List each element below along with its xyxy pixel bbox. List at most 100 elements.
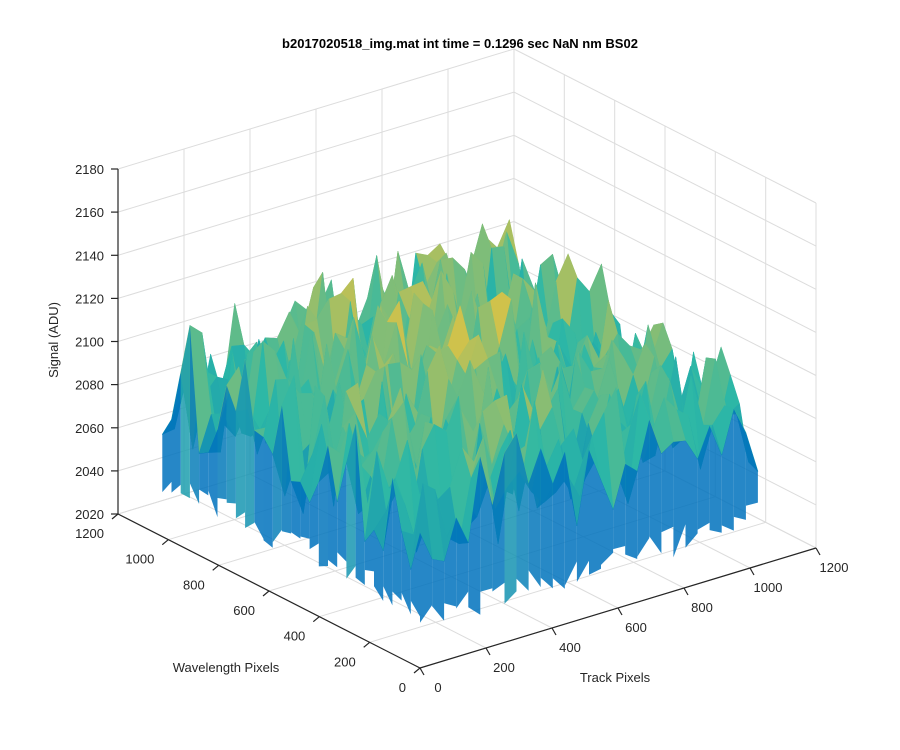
z-tick-label-0: 2020 (75, 507, 104, 522)
surface-front-x-18 (637, 419, 650, 557)
z-tick-label-5: 2120 (75, 291, 104, 306)
y-tick-label-5: 1000 (125, 552, 154, 567)
right-grid-z-5 (513, 177, 817, 333)
surface-front-x-14 (589, 450, 601, 575)
surface-front-y-18 (245, 359, 255, 528)
surface-front-y-0 (410, 532, 420, 617)
x-axis-label: Track Pixels (580, 670, 651, 685)
z-tick-label-7: 2160 (75, 205, 104, 220)
z-tick-label-2: 2060 (75, 421, 104, 436)
surface-front-y-16 (263, 437, 273, 548)
surface-front-x-20 (661, 441, 674, 533)
surface-front-y-11 (309, 481, 319, 550)
surface-front-y-12 (300, 482, 310, 539)
surface-front-x-23 (697, 426, 710, 530)
surface-front-y-17 (254, 430, 264, 539)
x-tick-label-3: 600 (625, 620, 647, 635)
surface-front-y-19 (235, 359, 246, 519)
surface-front-y-5 (364, 529, 374, 572)
tick-labels: 0 200 400 600 800 1000 1200 0 200 400 600 800 1000 12… (75, 162, 848, 695)
y-tick-1 (363, 641, 371, 648)
y-tick-label-1: 200 (334, 654, 356, 669)
surface-front-y-26 (171, 372, 181, 493)
surface-front-y-24 (189, 325, 200, 504)
z-axis-label: Signal (ADU) (46, 302, 61, 378)
x-tick-5 (749, 567, 755, 576)
surface-front-x-16 (613, 463, 626, 550)
surface-front-x-22 (685, 440, 698, 548)
x-tick-4 (683, 587, 689, 596)
surface-front-x-7 (504, 433, 517, 604)
surface-front-x-0 (420, 532, 433, 623)
surface-front-x-6 (492, 452, 505, 592)
x-tick-label-6: 1200 (820, 560, 849, 575)
x-tick-2 (551, 627, 557, 636)
surface-front-y-23 (199, 452, 209, 496)
surface-front-x-19 (649, 419, 662, 554)
surface-front-x-21 (673, 440, 686, 558)
y-axis-label: Wavelength Pixels (173, 660, 280, 675)
z-tick-label-8: 2180 (75, 162, 104, 177)
y-tick-label-6: 1200 (75, 526, 104, 541)
back-grid-z-4 (117, 221, 515, 342)
surface-front-y-2 (392, 478, 402, 601)
y-tick-label-4: 800 (183, 577, 205, 592)
back-grid-z-7 (117, 91, 515, 213)
axis-lines (111, 168, 821, 676)
surface-front-x-10 (540, 448, 553, 589)
surface-front-x-15 (601, 479, 614, 565)
surface-front-x-13 (576, 450, 589, 582)
x-tick-3 (617, 607, 623, 616)
surface-plot (162, 219, 759, 623)
surface-front-x-9 (528, 448, 541, 588)
y-tick-label-0: 0 (399, 680, 406, 695)
z-tick-label-1: 2040 (75, 464, 104, 479)
surface-front-x-24 (709, 426, 722, 533)
surface-front-y-15 (272, 405, 282, 543)
y-tick-label-3: 600 (233, 603, 255, 618)
y-tick-4 (212, 564, 220, 571)
surface-front-y-21 (217, 385, 227, 500)
surface-front-y-9 (328, 445, 338, 568)
surface-front-y-7 (346, 424, 356, 579)
x-tick-label-4: 800 (691, 600, 713, 615)
surface-front-y-14 (281, 405, 292, 534)
back-grid-z-6 (117, 134, 515, 256)
surface-front-x-27 (745, 432, 758, 506)
x-tick-0 (419, 667, 425, 676)
surface-front-y-25 (180, 325, 190, 499)
surface-front-y-1 (401, 531, 411, 615)
right-grid-z-8 (513, 48, 817, 204)
surface-front-y-20 (226, 385, 236, 504)
surface-front-x-8 (516, 433, 529, 591)
right-grid-z-7 (513, 91, 817, 247)
surface-front-x-5 (480, 457, 493, 592)
surface-front-x-12 (564, 451, 577, 586)
back-grid-z-8 (117, 48, 515, 170)
z-tick-label-3: 2080 (75, 378, 104, 393)
y-tick-5 (161, 539, 169, 546)
surface-front-y-27 (162, 419, 172, 493)
back-grid-z-5 (117, 177, 515, 299)
z-tick-label-6: 2140 (75, 248, 104, 263)
surface-front-y-6 (355, 424, 365, 585)
surface-front-y-4 (374, 529, 384, 601)
x-tick-6 (815, 547, 821, 556)
surface-front-y-10 (318, 445, 328, 567)
y-tick-0 (413, 667, 421, 674)
x-tick-1 (485, 647, 491, 656)
surface-front-x-25 (721, 408, 734, 531)
surface-front-x-4 (468, 457, 481, 615)
surface-front-y-8 (337, 462, 347, 562)
x-tick-label-2: 400 (559, 640, 581, 655)
surface-front-y-3 (383, 478, 393, 606)
z-tick-label-4: 2100 (75, 335, 104, 350)
surface-front-x-1 (432, 559, 445, 621)
floor-grid-y-1 (369, 521, 766, 643)
chart-title: b2017020518_img.mat int time = 0.1296 se… (282, 36, 638, 51)
y-tick-2 (312, 616, 320, 623)
surface-front-x-3 (456, 517, 469, 609)
surface-front-y-13 (291, 481, 301, 539)
y-tick-6 (111, 513, 119, 520)
